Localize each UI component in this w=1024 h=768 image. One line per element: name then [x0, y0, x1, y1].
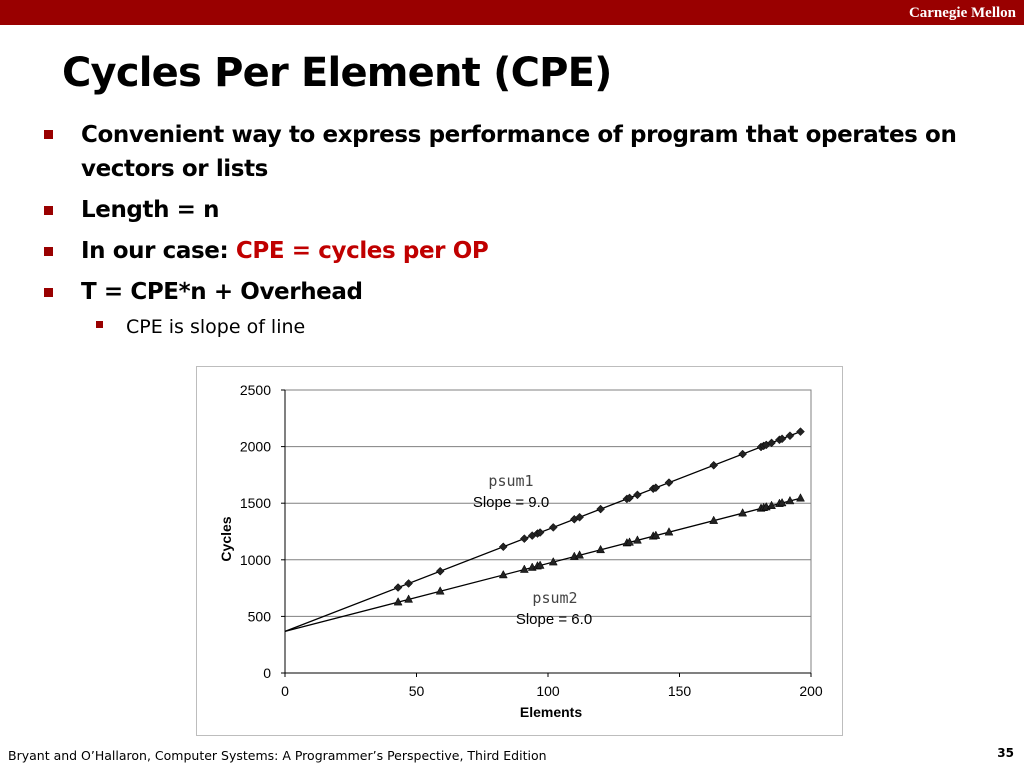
bullet-1-line1: Convenient way to express performance of… [81, 122, 957, 148]
data-point-psum1 [548, 523, 558, 532]
data-point-psum1 [393, 583, 403, 592]
data-point-psum2 [498, 569, 508, 579]
data-point-psum2 [393, 597, 403, 606]
slope-label-psum1: Slope = 9.0 [473, 494, 549, 511]
bullet-3-highlight: CPE = cycles per OP [235, 238, 489, 264]
grid-lines [285, 446, 811, 617]
bullet-marker [44, 130, 53, 139]
data-point-psum2 [575, 550, 584, 559]
data-point-psum1 [738, 449, 747, 459]
footer-citation: Bryant and O’Hallaron, Computer Systems:… [8, 748, 547, 763]
bullet-marker [44, 247, 53, 256]
data-point-psum2 [651, 530, 661, 539]
data-markers [393, 427, 805, 606]
y-tick-label: 500 [248, 608, 272, 624]
y-axis-label: Cycles [218, 516, 234, 561]
data-point-psum1 [767, 438, 776, 448]
data-point-psum2 [796, 493, 805, 502]
slide-title: Cycles Per Element (CPE) [62, 50, 612, 96]
series-label-psum1: psum1 [488, 472, 533, 490]
bullet-4: T = CPE*n + Overhead [81, 279, 363, 305]
x-axis-label: Elements [520, 704, 582, 720]
data-point-psum2 [777, 497, 787, 507]
data-point-psum2 [535, 560, 545, 569]
y-tick-label: 0 [263, 665, 271, 681]
bullet-3: In our case: CPE = cycles per OP [81, 234, 489, 268]
axes [281, 389, 812, 677]
plot-area [284, 389, 812, 674]
x-tick-label: 0 [281, 683, 289, 699]
x-tick-label: 100 [536, 683, 560, 699]
y-tick-label: 2000 [240, 439, 271, 455]
data-point-psum2 [633, 535, 642, 544]
data-point-psum1 [633, 490, 642, 500]
data-point-psum2 [519, 564, 529, 573]
x-tick-label: 200 [799, 683, 823, 699]
sub-bullet-marker [96, 321, 103, 328]
y-tick-label: 2500 [240, 382, 271, 398]
bullet-1: Convenient way to express performance of… [81, 118, 957, 186]
data-point-psum1 [796, 427, 805, 437]
data-point-psum2 [767, 500, 776, 509]
brand-label: Carnegie Mellon [908, 5, 1016, 21]
data-point-psum1 [535, 528, 545, 537]
data-point-psum1 [709, 460, 719, 470]
sub-bullet-1: CPE is slope of line [126, 316, 306, 338]
data-point-psum1 [625, 493, 634, 503]
data-point-psum1 [404, 579, 413, 588]
data-point-psum2 [664, 527, 674, 536]
chart-frame: 0 500 1000 1500 2000 2500 0 50 100 150 200 psum1 S… [196, 366, 843, 736]
cpe-chart: 0 500 1000 1500 2000 2500 0 50 100 150 200 psum1 S… [218, 382, 823, 720]
bullet-marker [44, 206, 53, 215]
x-tick-label: 50 [409, 683, 425, 699]
data-point-psum1 [651, 483, 661, 493]
data-point-psum2 [709, 515, 719, 524]
data-point-psum1 [498, 542, 508, 552]
slope-label-psum2: Slope = 6.0 [516, 611, 592, 628]
bullet-2: Length = n [81, 197, 220, 223]
data-point-psum1 [519, 534, 529, 543]
bullet-1-line2: vectors or lists [81, 156, 268, 182]
data-point-psum2 [548, 557, 558, 566]
data-point-psum2 [596, 544, 606, 554]
data-point-psum2 [738, 508, 748, 517]
data-point-psum1 [777, 434, 787, 444]
data-point-psum1 [664, 478, 674, 487]
bullet-marker [44, 288, 53, 297]
data-point-psum2 [785, 495, 795, 505]
data-point-psum1 [575, 512, 584, 522]
y-tick-label: 1000 [240, 552, 271, 568]
bullet-3-prefix: In our case: [81, 238, 236, 264]
tick-labels: 0 500 1000 1500 2000 2500 0 50 100 150 200 [240, 382, 823, 699]
x-tick-label: 150 [668, 683, 692, 699]
data-point-psum2 [435, 586, 445, 595]
page-number: 35 [997, 746, 1014, 760]
y-tick-label: 1500 [240, 495, 271, 511]
data-point-psum1 [596, 504, 605, 514]
data-point-psum1 [435, 566, 445, 576]
series-label-psum2: psum2 [532, 589, 577, 607]
data-point-psum1 [785, 431, 795, 441]
header-bar: Carnegie Mellon [0, 0, 1024, 25]
data-point-psum2 [404, 594, 414, 603]
data-point-psum2 [625, 537, 634, 546]
